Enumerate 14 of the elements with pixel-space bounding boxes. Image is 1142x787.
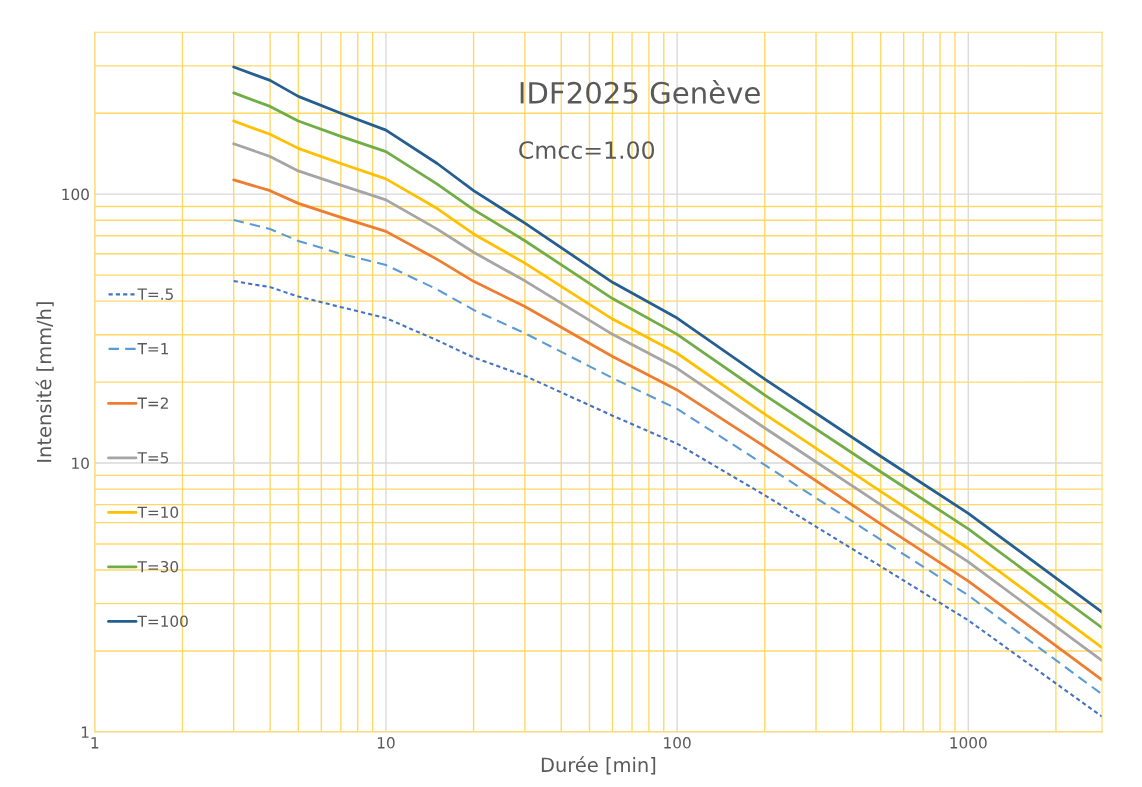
x-tick-label: 1000 xyxy=(950,737,987,749)
y-tick-label: 10 xyxy=(72,457,89,470)
x-tick-label: 100 xyxy=(664,737,691,749)
y-tick-label: 1 xyxy=(81,726,89,738)
legend-label: T=10 xyxy=(137,506,179,518)
y-tick-label: 100 xyxy=(62,188,89,201)
legend-label: T=.5 xyxy=(137,288,173,300)
x-tick-label: 1 xyxy=(91,737,99,749)
x-tick-label: 10 xyxy=(377,737,395,749)
legend-label: T=1 xyxy=(137,343,169,355)
legend-label: T=2 xyxy=(137,397,168,409)
x-axis-title: Durée [min] xyxy=(541,756,656,775)
y-axis-title: Intensité [mm/h] xyxy=(35,302,54,462)
legend-label: T=5 xyxy=(137,452,169,464)
